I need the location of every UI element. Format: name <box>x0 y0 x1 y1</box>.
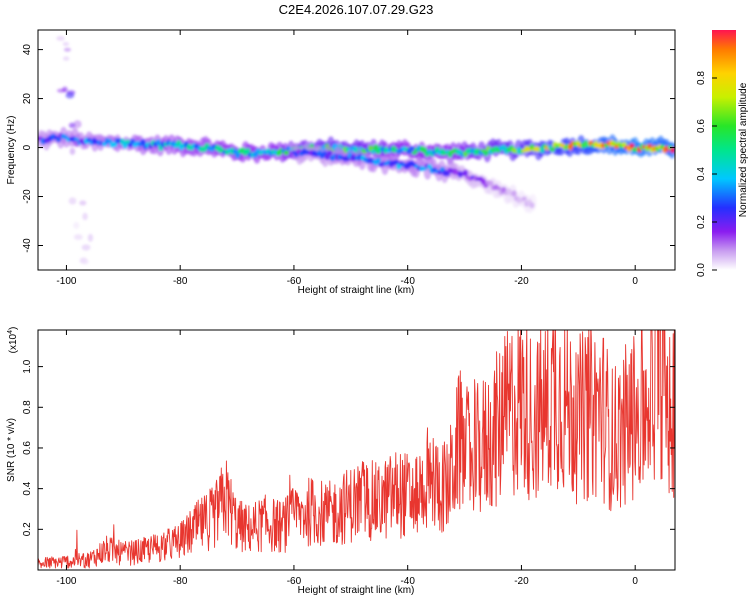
snr-y-ticks: 0.2 0.4 0.6 0.8 1.0 <box>22 359 675 536</box>
heatmap-core <box>549 147 556 152</box>
heatmap-core <box>462 169 469 177</box>
spectrogram-x-tick-label: -20 <box>514 276 529 287</box>
snr-y-tick-label: 0.4 <box>22 481 33 495</box>
spectrogram-x-tick-label: 0 <box>632 276 638 287</box>
heatmap-core <box>327 150 333 156</box>
heatmap-blob <box>68 197 77 205</box>
heatmap-core <box>488 180 494 187</box>
heatmap-blob <box>68 122 76 129</box>
colorbar-tick-label: 0.4 <box>696 167 707 181</box>
heatmap-core <box>480 178 486 185</box>
heatmap-core <box>130 139 136 144</box>
snr-x-tick-label: -100 <box>56 576 76 587</box>
heatmap-blob <box>65 92 75 99</box>
spectrogram-y-tick-label: 20 <box>22 93 33 105</box>
snr-y-label: SNR (10 * v/v) <box>6 418 17 482</box>
heatmap-core <box>521 196 527 201</box>
snr-x-label: Height of straight line (km) <box>298 585 415 596</box>
colorbar-tick-label: 0.8 <box>696 71 707 85</box>
heatmap-blob <box>73 140 80 147</box>
spectrogram-frame <box>37 29 676 271</box>
snr-series-line <box>38 330 675 569</box>
heatmap-core <box>140 139 146 146</box>
heatmap-core <box>409 146 415 151</box>
heatmap-core <box>511 190 517 197</box>
heatmap-blob <box>85 276 90 282</box>
heatmap-core <box>283 150 289 155</box>
colorbar-label: Normalized spectral amplitude <box>738 82 749 217</box>
heatmap-core <box>393 159 399 165</box>
heatmap-core <box>496 186 502 191</box>
snr-x-ticks: -100 -80 -60 -40 -20 0 <box>56 330 638 587</box>
colorbar-ticks: 0.0 0.2 0.4 0.6 0.8 <box>696 71 717 277</box>
heatmap-core <box>529 202 535 209</box>
heatmap-blob <box>73 234 83 241</box>
heatmap-core <box>539 146 545 153</box>
snr-y-tick-label: 0.6 <box>22 441 33 455</box>
heatmap-blob <box>56 36 65 41</box>
snr-y-exponent: (x104) <box>7 327 19 354</box>
heatmap-core <box>647 144 653 149</box>
heatmap-blob <box>87 233 94 242</box>
heatmap-blob <box>62 42 70 47</box>
heatmap-core <box>155 139 161 147</box>
heatmap-blob <box>73 221 80 229</box>
heatmap-blob <box>82 212 88 221</box>
spectrogram-y-tick-label: -20 <box>22 189 33 204</box>
colorbar-tick-label: 0.6 <box>696 119 707 133</box>
figure-title: C2E4.2026.107.07.29.G23 <box>279 2 434 17</box>
heatmap-blob <box>73 120 82 129</box>
snr-frame <box>37 329 676 571</box>
heatmap-core <box>252 151 259 158</box>
heatmap-core <box>670 147 675 153</box>
spectrogram-x-tick-label: -60 <box>287 276 302 287</box>
heatmap-blob <box>81 259 89 265</box>
colorbar-tick-label: 0.0 <box>696 263 707 277</box>
snr-x-tick-label: -60 <box>287 576 302 587</box>
heatmap-image <box>38 36 675 282</box>
spectrogram-x-label: Height of straight line (km) <box>298 285 415 296</box>
snr-x-tick-label: 0 <box>632 576 638 587</box>
snr-y-tick-label: 0.2 <box>22 522 33 536</box>
heatmap-core <box>629 143 635 149</box>
heatmap-core <box>426 164 433 169</box>
heatmap-blob <box>79 200 87 206</box>
spectrogram-y-ticks: -40 -20 0 20 40 <box>22 44 675 253</box>
heatmap-blob <box>69 147 76 155</box>
colorbar: 0.0 0.2 0.4 0.6 0.8 Normalized spectral ampl… <box>696 30 749 277</box>
snr-y-tick-label: 1.0 <box>22 359 33 373</box>
spectrogram-x-tick-label: -100 <box>56 276 76 287</box>
snr-y-tick-label: 0.8 <box>22 400 33 414</box>
heatmap-core <box>127 142 133 148</box>
snr-x-tick-label: -80 <box>173 576 188 587</box>
heatmap-blob <box>62 56 70 61</box>
heatmap-core <box>483 150 489 156</box>
heatmap-blob <box>63 47 72 52</box>
spectrogram-panel: -100 -80 -60 -40 -20 0 -40 -20 0 20 40 Height of … <box>6 29 676 296</box>
heatmap-ridge <box>289 142 537 214</box>
heatmap-core <box>124 139 131 145</box>
heatmap-blob <box>62 86 68 93</box>
heatmap-ridge <box>56 36 94 282</box>
spectrogram-y-tick-label: 40 <box>22 44 33 56</box>
heatmap-core <box>107 138 113 144</box>
heatmap-core <box>375 157 381 164</box>
heatmap-core <box>55 137 62 143</box>
snr-panel: -100 -80 -60 -40 -20 0 0.2 0.4 0.6 0.8 1.0 Height… <box>6 327 676 596</box>
colorbar-tick-label: 0.2 <box>696 215 707 229</box>
snr-x-tick-label: -40 <box>400 576 415 587</box>
spectrogram-x-tick-label: -80 <box>173 276 188 287</box>
spectrogram-y-tick-label: -40 <box>22 238 33 253</box>
heatmap-blob <box>81 244 91 251</box>
snr-x-tick-label: -20 <box>514 576 529 587</box>
spectrogram-x-ticks: -100 -80 -60 -40 -20 0 <box>56 30 638 287</box>
spectrogram-y-label: Frequency (Hz) <box>6 116 17 185</box>
heatmap-core <box>613 144 620 149</box>
colorbar-gradient <box>712 30 736 270</box>
spectrogram-y-tick-label: 0 <box>22 144 33 150</box>
spectrogram-x-tick-label: -40 <box>400 276 415 287</box>
